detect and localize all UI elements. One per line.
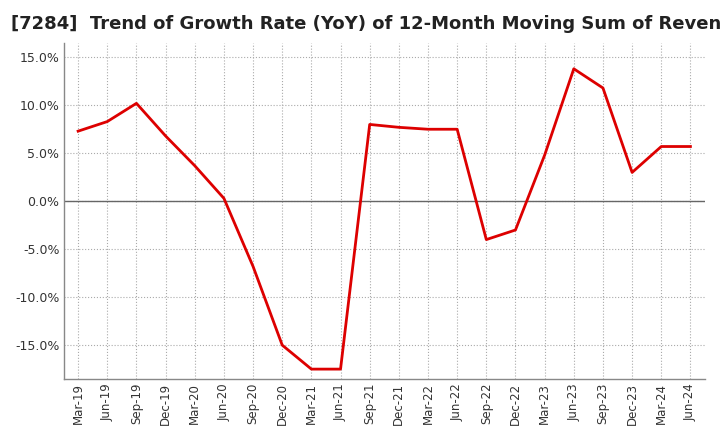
Title: [7284]  Trend of Growth Rate (YoY) of 12-Month Moving Sum of Revenues: [7284] Trend of Growth Rate (YoY) of 12-…: [12, 15, 720, 33]
